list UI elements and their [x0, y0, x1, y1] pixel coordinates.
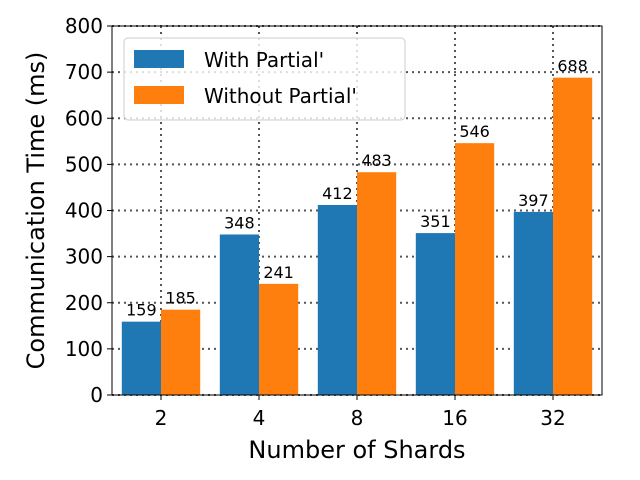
legend-box: [123, 37, 406, 121]
legend: With Partial' Without Partial': [123, 37, 406, 121]
x-axis-title: Number of Shards: [248, 436, 465, 464]
y-tick-label: 400: [65, 199, 103, 223]
y-tick-label: 300: [65, 245, 103, 269]
y-tick-label: 800: [65, 14, 103, 38]
bar-without-partial-2: [161, 309, 201, 395]
bars: [121, 77, 593, 395]
y-tick-label: 500: [65, 152, 103, 176]
y-tick-label: 600: [65, 106, 103, 130]
data-label: 351: [420, 212, 451, 231]
x-tick-label: 8: [351, 406, 364, 430]
bar-with-partial-32: [513, 211, 553, 395]
legend-label-with-partial: With Partial': [204, 48, 324, 72]
data-label: 185: [165, 289, 196, 308]
bar-without-partial-16: [455, 143, 495, 395]
data-label: 348: [224, 213, 255, 232]
data-labels: 159 348 412 351 397 185 241 483 546 688: [126, 57, 588, 320]
bar-without-partial-4: [259, 283, 299, 395]
x-tick-label: 16: [442, 406, 467, 430]
y-tick-label: 700: [65, 60, 103, 84]
bar-without-partial-8: [357, 172, 397, 395]
bar-with-partial-4: [219, 234, 259, 395]
legend-swatch-with-partial: [134, 50, 184, 68]
data-label: 688: [557, 57, 588, 76]
legend-swatch-without-partial: [134, 86, 184, 104]
y-tick-label: 0: [90, 383, 103, 407]
x-tick-label: 32: [540, 406, 565, 430]
legend-label-without-partial: Without Partial': [204, 84, 357, 108]
y-tick-label: 200: [65, 291, 103, 315]
bar-with-partial-2: [121, 321, 161, 395]
data-label: 241: [263, 263, 294, 282]
bar-with-partial-16: [415, 233, 455, 395]
x-tick-label: 2: [155, 406, 168, 430]
bar-without-partial-32: [553, 77, 593, 395]
data-label: 483: [361, 151, 392, 170]
data-label: 412: [322, 184, 353, 203]
data-label: 397: [518, 191, 549, 210]
y-axis-title: Communication Time (ms): [22, 52, 50, 370]
bar-with-partial-8: [317, 204, 357, 395]
data-label: 159: [126, 301, 157, 320]
data-label: 546: [459, 122, 490, 141]
axis-ticks: 0 100 200 300 400 500 600 700 800 2 4 8 16 32: [65, 14, 566, 430]
x-tick-label: 4: [253, 406, 266, 430]
y-tick-label: 100: [65, 337, 103, 361]
